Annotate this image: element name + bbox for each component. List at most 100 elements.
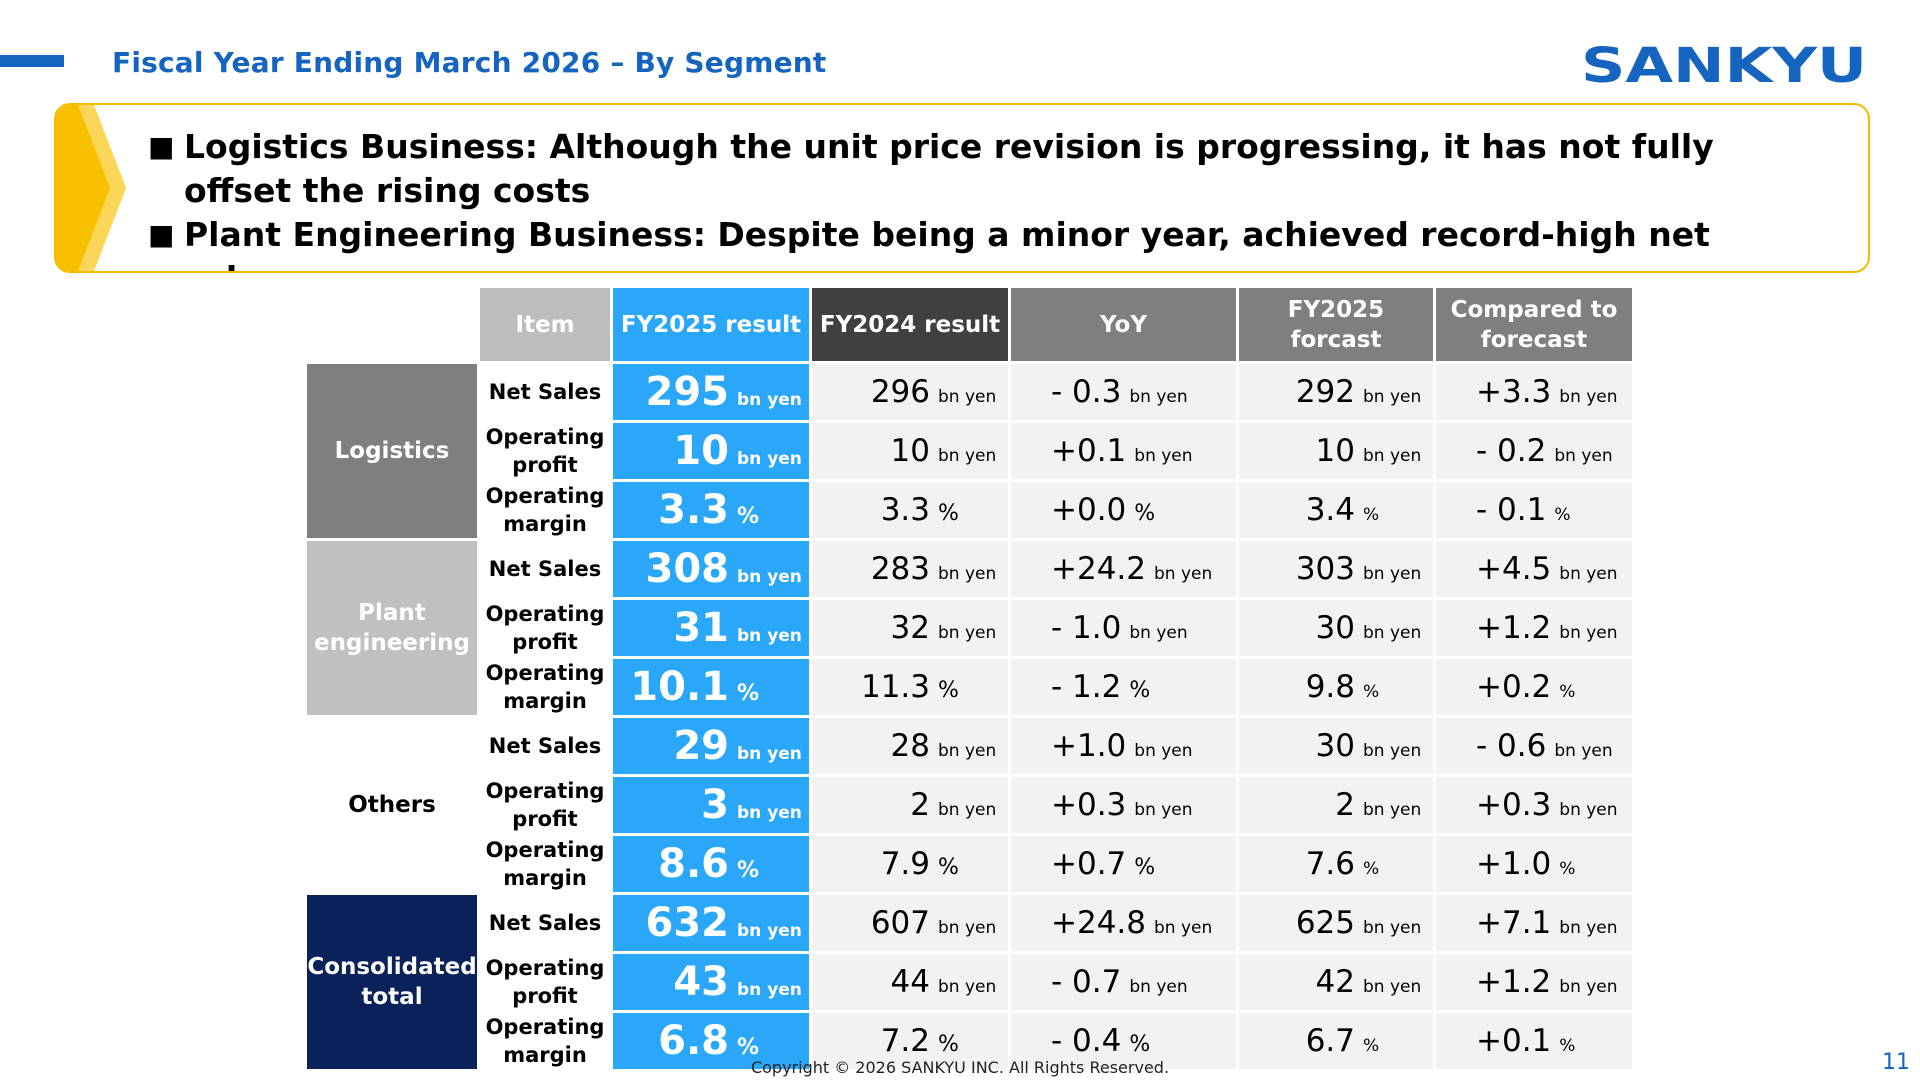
table-row: Logistics Net Sales 295 bn yen 296 bn yen - 0.… bbox=[307, 364, 1632, 538]
value-number: +0.7 bbox=[1051, 846, 1127, 882]
value-unit: bn yen bbox=[737, 744, 802, 764]
yoy-cell: - 0.3 bn yen bbox=[1011, 364, 1236, 420]
square-bullet-icon: ■ bbox=[148, 218, 175, 251]
fy2025-result-cell: 3.3% bbox=[613, 482, 809, 538]
fy2024-result-cell: 11.3% bbox=[812, 659, 1008, 715]
fy2025-result-cell: 10.1% bbox=[613, 659, 809, 715]
value-unit: bn yen bbox=[737, 449, 802, 469]
value-number: +1.2 bbox=[1476, 964, 1552, 1000]
value-number: 2 bbox=[1335, 787, 1355, 823]
value-number: 32 bbox=[890, 610, 930, 646]
value-number: +0.1 bbox=[1476, 1023, 1552, 1059]
square-bullet-icon: ■ bbox=[148, 130, 175, 163]
table-row: Operating profit 3 bn yen 2 bn yen +0.3 bn yen… bbox=[307, 777, 1632, 833]
yoy-cell: +1.0 bn yen bbox=[1011, 718, 1236, 774]
fy2025-forecast-cell: 30 bn yen bbox=[1239, 600, 1433, 656]
value-unit: bn yen bbox=[737, 980, 802, 1000]
value-unit: bn yen bbox=[938, 387, 997, 407]
compared-to-forecast-cell: +0.2% bbox=[1436, 659, 1632, 715]
item-label: Net Sales bbox=[480, 541, 610, 597]
segment-plant-engineering: Plant engineering bbox=[307, 541, 477, 715]
fy2025-result-cell: 308 bn yen bbox=[613, 541, 809, 597]
value-number: 625 bbox=[1295, 905, 1355, 941]
value-unit: bn yen bbox=[737, 626, 802, 646]
value-number: 2 bbox=[910, 787, 930, 823]
copyright-footer: Copyright © 2026 SANKYU INC. All Rights … bbox=[750, 1058, 1170, 1077]
value-number: 10 bbox=[673, 428, 729, 474]
value-number: 296 bbox=[870, 374, 930, 410]
value-number: 10.1 bbox=[630, 664, 729, 710]
fy2024-result-cell: 607 bn yen bbox=[812, 895, 1008, 951]
fy2024-result-cell: 28 bn yen bbox=[812, 718, 1008, 774]
value-number: 292 bbox=[1295, 374, 1355, 410]
value-unit: bn yen bbox=[938, 977, 997, 997]
value-unit: bn yen bbox=[1129, 977, 1188, 997]
value-unit: bn yen bbox=[737, 390, 802, 410]
table-row: Plant engineering Net Sales 308 bn yen 283 bn… bbox=[307, 541, 1632, 715]
yoy-cell: - 1.0 bn yen bbox=[1011, 600, 1236, 656]
table-row: Operating profit 10 bn yen 10 bn yen +0.1 bn y… bbox=[307, 423, 1632, 479]
value-number: +3.3 bbox=[1476, 374, 1552, 410]
value-unit: bn yen bbox=[1559, 564, 1618, 584]
value-unit: bn yen bbox=[1554, 446, 1613, 466]
value-unit: bn yen bbox=[1134, 800, 1193, 820]
value-unit: bn yen bbox=[1363, 387, 1422, 407]
fy2024-result-cell: 10 bn yen bbox=[812, 423, 1008, 479]
value-number: +1.2 bbox=[1476, 610, 1552, 646]
segment-others: Others bbox=[307, 718, 477, 892]
item-label: Operating margin bbox=[480, 482, 610, 538]
fy2025-result-cell: 29 bn yen bbox=[613, 718, 809, 774]
value-unit: bn yen bbox=[1154, 564, 1213, 584]
value-number: - 0.6 bbox=[1476, 728, 1547, 764]
table-row: Operating margin 6.8% 7.2% - 0.4% 6.7% +0.1% bbox=[307, 1013, 1632, 1069]
item-label: Net Sales bbox=[480, 364, 610, 420]
value-number: 30 bbox=[1315, 610, 1355, 646]
item-label: Operating profit bbox=[480, 423, 610, 479]
header-fy2025-result: FY2025 result bbox=[613, 288, 809, 361]
yoy-cell: - 0.4% bbox=[1011, 1013, 1236, 1069]
value-number: +24.2 bbox=[1051, 551, 1146, 587]
item-label: Operating margin bbox=[480, 836, 610, 892]
value-unit: % bbox=[1559, 682, 1576, 702]
yoy-cell: +0.0% bbox=[1011, 482, 1236, 538]
value-number: 632 bbox=[645, 900, 730, 946]
table-header-row: Item FY2025 result FY2024 result YoY FY2… bbox=[307, 288, 1632, 361]
value-number: - 0.3 bbox=[1051, 374, 1122, 410]
value-unit: bn yen bbox=[737, 803, 802, 823]
value-unit: bn yen bbox=[938, 564, 997, 584]
value-number: +1.0 bbox=[1051, 728, 1127, 764]
value-unit: bn yen bbox=[1363, 918, 1422, 938]
value-unit: % bbox=[1129, 678, 1151, 703]
value-number: +0.0 bbox=[1051, 492, 1127, 528]
value-unit: bn yen bbox=[1363, 741, 1422, 761]
compared-to-forecast-cell: - 0.2 bn yen bbox=[1436, 423, 1632, 479]
fy2025-forecast-cell: 30 bn yen bbox=[1239, 718, 1433, 774]
item-label: Net Sales bbox=[480, 718, 610, 774]
header-fy2024-result: FY2024 result bbox=[812, 288, 1008, 361]
compared-to-forecast-cell: +7.1 bn yen bbox=[1436, 895, 1632, 951]
title-accent-bar bbox=[0, 55, 64, 67]
compared-to-forecast-cell: +0.1% bbox=[1436, 1013, 1632, 1069]
fy2025-result-cell: 31 bn yen bbox=[613, 600, 809, 656]
item-label: Operating margin bbox=[480, 659, 610, 715]
segment-results-table: Item FY2025 result FY2024 result YoY FY2… bbox=[304, 285, 1635, 1072]
value-unit: bn yen bbox=[1134, 741, 1193, 761]
header-yoy: YoY bbox=[1011, 288, 1236, 361]
fy2025-forecast-cell: 3.4% bbox=[1239, 482, 1433, 538]
value-unit: bn yen bbox=[737, 921, 802, 941]
value-unit: bn yen bbox=[1363, 800, 1422, 820]
yoy-cell: +0.3 bn yen bbox=[1011, 777, 1236, 833]
value-unit: bn yen bbox=[1363, 977, 1422, 997]
value-unit: % bbox=[1134, 855, 1156, 880]
value-number: - 1.0 bbox=[1051, 610, 1122, 646]
yoy-cell: +0.7% bbox=[1011, 836, 1236, 892]
fy2025-result-cell: 43 bn yen bbox=[613, 954, 809, 1010]
fy2024-result-cell: 283 bn yen bbox=[812, 541, 1008, 597]
page-title: Fiscal Year Ending March 2026 – By Segme… bbox=[112, 46, 827, 79]
value-number: 3 bbox=[701, 782, 729, 828]
value-number: 3.4 bbox=[1305, 492, 1355, 528]
value-number: 42 bbox=[1315, 964, 1355, 1000]
value-number: 28 bbox=[890, 728, 930, 764]
fy2025-result-cell: 10 bn yen bbox=[613, 423, 809, 479]
value-number: - 0.2 bbox=[1476, 433, 1547, 469]
